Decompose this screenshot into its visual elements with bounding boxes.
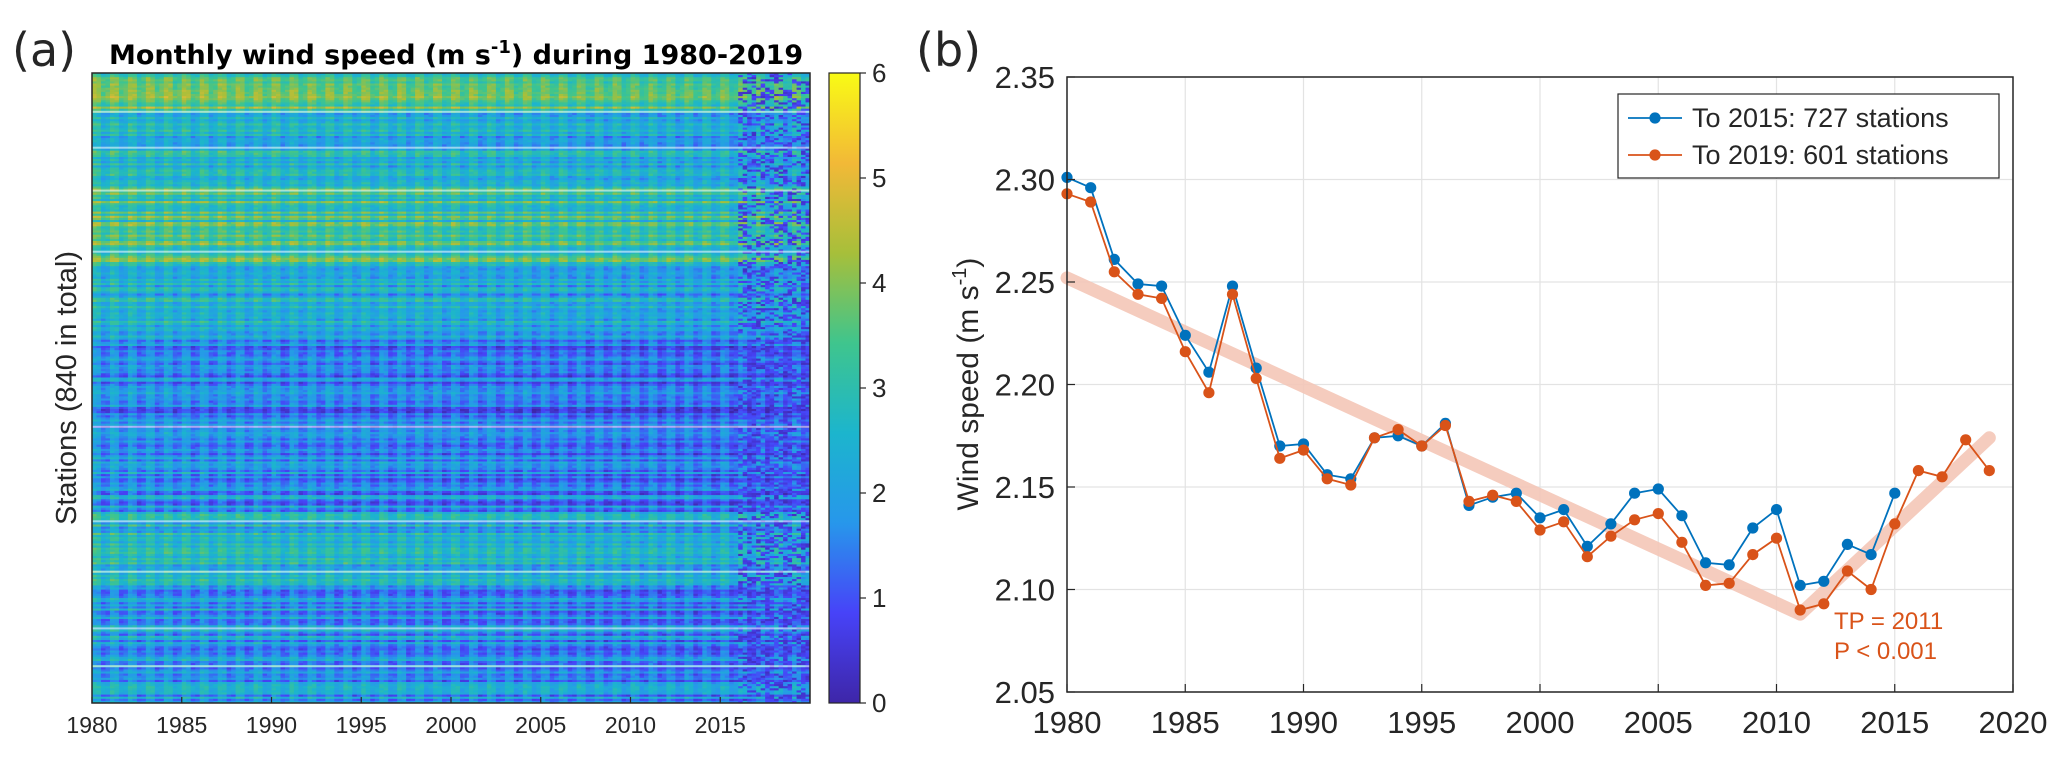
panel-a-title: Monthly wind speed (m s-1) during 1980-2…	[109, 37, 803, 71]
heatmap-cells	[92, 73, 810, 703]
panel-a: (a) Monthly wind speed (m s-1) during 19…	[12, 23, 886, 738]
panel-a-label: (a)	[12, 23, 76, 77]
panel-a-title-sup: -1	[491, 37, 511, 58]
panel-a-title-main: Monthly wind speed (m s	[109, 40, 491, 71]
panel-a-title-tail: ) during 1980-2019	[511, 40, 803, 71]
